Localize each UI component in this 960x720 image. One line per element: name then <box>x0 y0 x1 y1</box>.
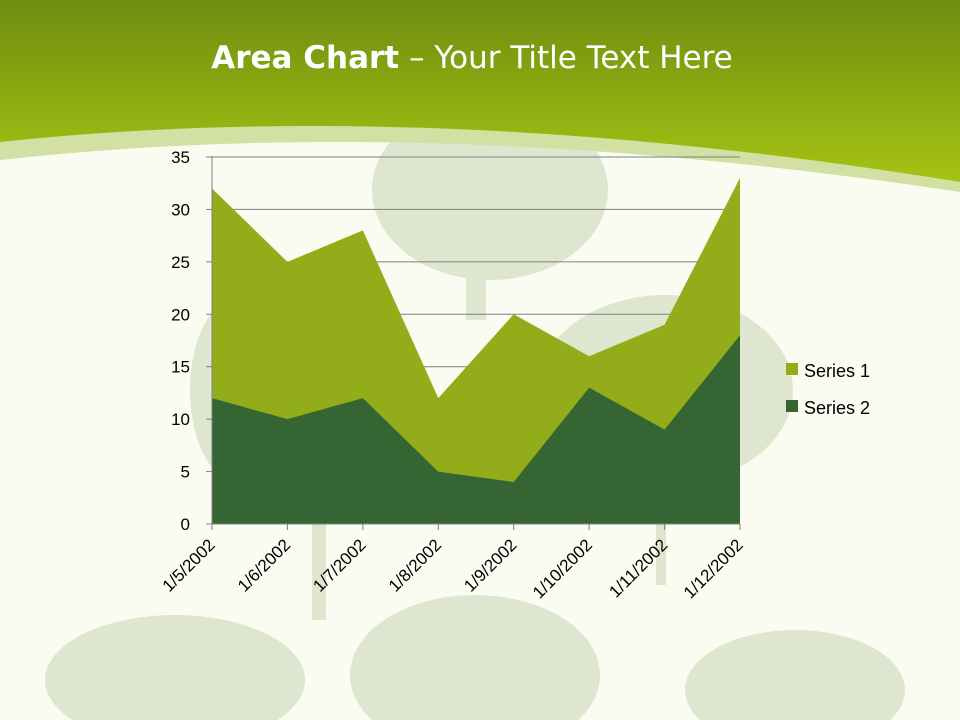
legend-label: Series 2 <box>804 398 870 418</box>
x-tick-label: 1/10/2002 <box>529 535 596 602</box>
header-band <box>0 0 960 182</box>
tree-icon <box>45 100 905 720</box>
page-title: Area Chart – Your Title Text Here <box>0 40 944 76</box>
x-tick-label: 1/9/2002 <box>460 535 520 595</box>
y-tick-label: 35 <box>171 148 190 167</box>
x-tick-label: 1/7/2002 <box>309 535 369 595</box>
x-tick-label: 1/12/2002 <box>680 535 747 602</box>
x-tick-label: 1/5/2002 <box>159 535 219 595</box>
title-rest: – Your Title Text Here <box>399 40 733 76</box>
x-tick-label: 1/6/2002 <box>234 535 294 595</box>
x-tick-label: 1/11/2002 <box>605 535 671 601</box>
legend-swatch <box>786 363 798 375</box>
legend-swatch <box>786 400 798 412</box>
x-tick-label: 1/8/2002 <box>385 535 445 595</box>
y-tick-label: 0 <box>181 515 190 534</box>
y-tick-label: 10 <box>171 410 190 429</box>
title-bold: Area Chart <box>211 40 400 76</box>
y-tick-label: 20 <box>171 305 190 324</box>
header-swoosh <box>0 124 960 192</box>
y-tick-label: 15 <box>171 358 190 377</box>
y-tick-label: 5 <box>181 463 190 482</box>
legend-label: Series 1 <box>804 361 870 381</box>
area-series-2 <box>212 335 740 524</box>
y-tick-label: 30 <box>171 200 190 219</box>
y-tick-label: 25 <box>171 253 190 272</box>
